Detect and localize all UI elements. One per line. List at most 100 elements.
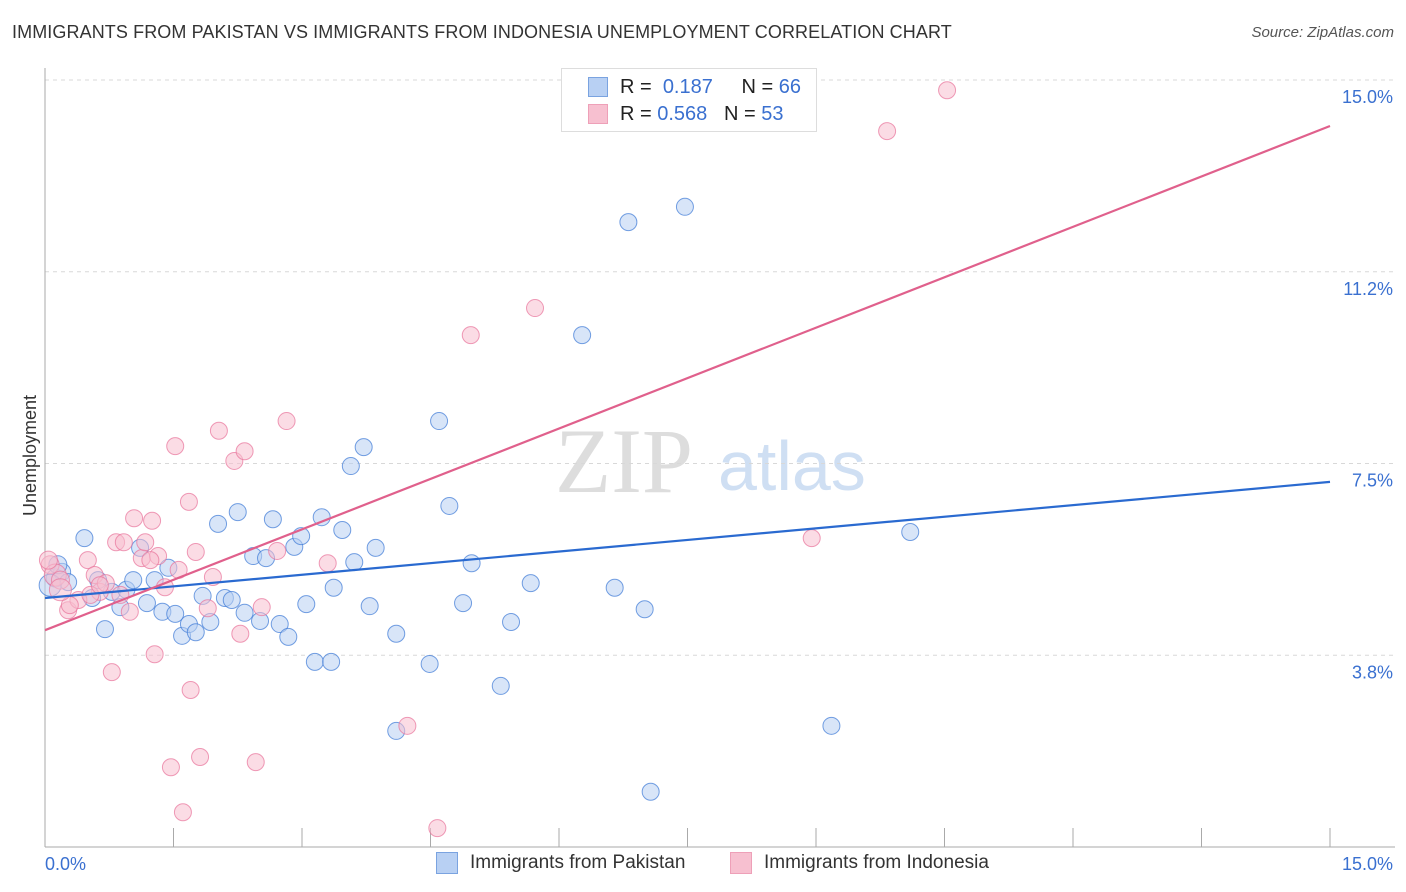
pakistan-point [279, 627, 298, 646]
pakistan-point [635, 600, 654, 619]
pakistan-point [454, 594, 473, 613]
pakistan-point [222, 591, 241, 610]
indonesia-point [141, 551, 160, 570]
legend-row-pakistan: R = 0.187 N = 66 [588, 75, 801, 99]
n-label: N = [723, 102, 756, 125]
indonesia-point [246, 753, 265, 772]
indonesia-point [428, 819, 447, 838]
pakistan-point [235, 603, 254, 622]
pakistan-point [137, 594, 156, 613]
indonesia-point [268, 541, 287, 560]
indonesia-point [136, 533, 155, 552]
pakistan-point [430, 412, 449, 431]
r-label: R = [620, 102, 652, 125]
pakistan-point [333, 520, 352, 539]
indonesia-swatch [730, 852, 752, 874]
indonesia-point [231, 624, 250, 643]
indonesia-point [802, 529, 821, 548]
bottom-legend-indonesia: Immigrants from Indonesia [730, 852, 989, 874]
indonesia-point [166, 437, 185, 456]
chart-title: IMMIGRANTS FROM PAKISTAN VS IMMIGRANTS F… [12, 22, 952, 42]
pakistan-point [360, 597, 379, 616]
pakistan-point [573, 326, 592, 345]
indonesia-point [120, 602, 139, 621]
indonesia-point [38, 550, 58, 570]
pakistan-point [95, 620, 114, 639]
indonesia-point [252, 598, 271, 617]
indonesia-legend-label: Immigrants from Indonesia [764, 852, 989, 873]
y-tick-label: 7.5% [1352, 471, 1393, 491]
pakistan-point [228, 503, 247, 522]
source-label: Source: ZipAtlas.com [1251, 24, 1394, 41]
indonesia-point [277, 412, 296, 431]
n-label: N = [741, 75, 774, 98]
indonesia-point [125, 509, 144, 528]
pakistan-point [186, 623, 205, 642]
y-tick-label: 11.2% [1343, 279, 1393, 299]
indonesia-point [179, 492, 198, 511]
pakistan-point [420, 654, 439, 673]
legend-row-indonesia: R = 0.568 N = 53 [588, 102, 783, 126]
bottom-legend-pakistan: Immigrants from Pakistan [436, 852, 685, 874]
pakistan-point [366, 538, 385, 557]
pakistan-point [502, 613, 521, 632]
pakistan-point [322, 652, 341, 671]
pakistan-r-value: 0.187 [662, 75, 713, 98]
indonesia-point [209, 421, 228, 440]
indonesia-point [318, 554, 337, 573]
indonesia-point [938, 81, 957, 100]
pakistan-n-value: 66 [778, 75, 801, 98]
indonesia-point [90, 576, 109, 595]
r-label: R = [620, 75, 652, 98]
indonesia-point [526, 299, 545, 318]
indonesia-point [114, 533, 133, 552]
pakistan-point [387, 624, 406, 643]
pakistan-point [491, 676, 510, 695]
pakistan-legend-label: Immigrants from Pakistan [470, 852, 686, 873]
legend: R = 0.187 N = 66 R = 0.568 N = 53 [561, 68, 817, 132]
indonesia-trend-line [44, 124, 1331, 632]
indonesia-point [102, 663, 121, 682]
pakistan-point [263, 510, 282, 529]
pakistan-point [822, 716, 841, 735]
indonesia-swatch [588, 104, 608, 124]
indonesia-r-value: 0.568 [657, 102, 708, 125]
indonesia-point [145, 645, 164, 664]
indonesia-point [161, 758, 180, 777]
indonesia-point [203, 568, 222, 587]
indonesia-n-value: 53 [761, 102, 784, 125]
pakistan-point [166, 604, 185, 623]
pakistan-point [675, 197, 694, 216]
indonesia-point [191, 748, 210, 767]
indonesia-point [78, 551, 97, 570]
indonesia-point [461, 326, 480, 345]
y-tick-label: 3.8% [1352, 662, 1393, 682]
pakistan-point [605, 578, 624, 597]
pakistan-point [354, 438, 373, 457]
pakistan-point [324, 578, 343, 597]
indonesia-point [198, 599, 217, 618]
pakistan-point [75, 529, 94, 548]
x-tick-label: 15.0% [1342, 854, 1393, 874]
pakistan-point [297, 595, 316, 614]
indonesia-point [398, 716, 417, 735]
y-tick-label: 15.0% [1342, 87, 1393, 107]
pakistan-point [305, 652, 324, 671]
pakistan-point [619, 213, 638, 232]
pakistan-swatch [436, 852, 458, 874]
indonesia-point [878, 122, 897, 141]
x-tick-label: 0.0% [45, 854, 86, 874]
watermark-zip: ZIP [555, 410, 693, 512]
pakistan-point [641, 782, 660, 801]
pakistan-point [270, 615, 289, 634]
indonesia-point [143, 511, 162, 530]
pakistan-point [124, 571, 143, 590]
pakistan-point [345, 553, 364, 572]
watermark-atlas: atlas [718, 427, 866, 505]
pakistan-trend-line [44, 480, 1331, 600]
pakistan-point [440, 496, 459, 515]
indonesia-point [186, 542, 205, 561]
pakistan-point [521, 574, 540, 593]
indonesia-point [173, 803, 192, 822]
